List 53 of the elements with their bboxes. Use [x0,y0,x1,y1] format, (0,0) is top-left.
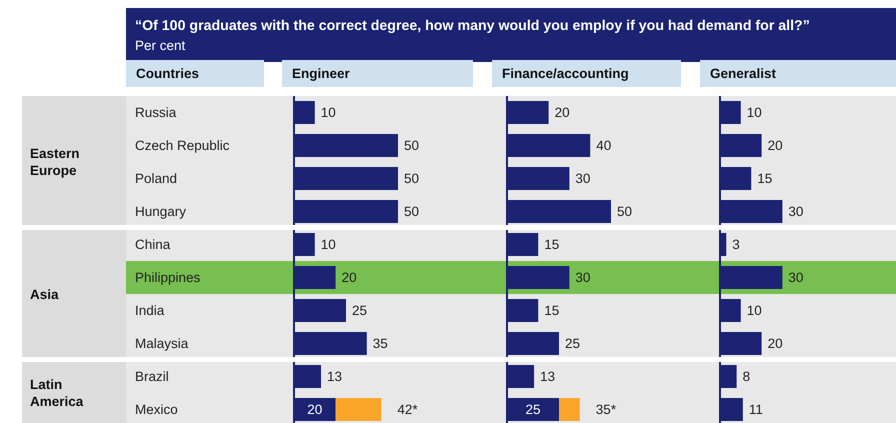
text: Latin America [30,376,84,411]
data-label: 30 [788,270,804,286]
data-label: 30 [575,171,590,186]
data-label: 15 [757,171,772,186]
y-tick-label: India [135,303,165,318]
data-label: 13 [540,369,556,384]
data-label: 50 [404,138,420,154]
data-label: 20 [307,402,322,418]
data-label: 3 [732,237,740,252]
data-label: 15 [544,303,560,318]
data-label: 10 [746,105,762,120]
text: Eastern Europe [30,145,81,180]
data-label: 30 [788,204,804,220]
total-label: 35* [596,402,617,418]
y-tick-label: Poland [135,171,178,186]
data-label: 20 [768,138,783,154]
x-axis-title: Engineer [282,60,473,87]
data-label: 8 [742,369,750,384]
y-tick-label: Malaysia [135,336,189,352]
text: “Of 100 graduates with the correct degree, how many would you employ if you had demand for all?” [135,18,810,34]
y-tick-label: Brazil [135,369,169,384]
data-label: 11 [748,402,763,418]
data-label: 20 [768,336,783,352]
data-label: 10 [746,303,762,318]
y-tick-label: Mexico [135,402,178,418]
data-label: 50 [404,171,420,186]
bar [559,398,580,421]
data-label: 25 [352,303,368,318]
data-label: 25 [565,336,580,352]
text: Asia [30,286,60,304]
data-label: 20 [342,270,357,286]
y-tick-label: Czech Republic [135,138,230,154]
y-tick-label: China [135,237,171,252]
data-label: 13 [327,369,342,384]
data-label: 35 [372,336,388,352]
data-label: 50 [404,204,420,220]
total-label: 42* [397,402,418,418]
data-label: 20 [554,105,570,120]
data-label: 10 [320,237,336,252]
data-label: 10 [320,105,336,120]
y-tick-label: Philippines [135,270,201,286]
y-tick-label: Hungary [135,204,186,220]
y-axis-title: Countries [126,60,264,87]
data-label: 40 [596,138,612,154]
data-label: 50 [617,204,632,220]
data-label: 30 [575,270,590,286]
data-label: 15 [544,237,560,252]
x-axis-title: Generalist [700,60,896,87]
y-tick-label: Russia [135,105,177,120]
bar [336,398,382,421]
data-label: 25 [525,402,541,418]
text: Per cent [135,38,186,53]
x-axis-title: Finance/accounting [492,60,681,87]
